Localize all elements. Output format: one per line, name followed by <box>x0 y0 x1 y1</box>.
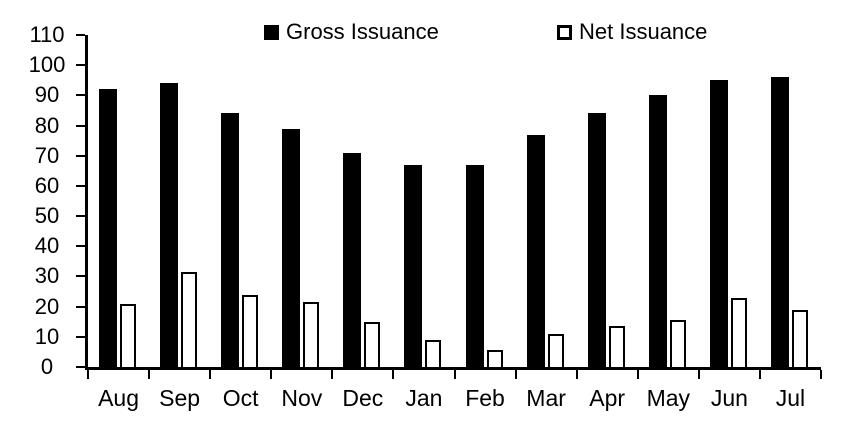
bar-gross-sep <box>160 83 179 367</box>
y-axis-tick <box>76 335 85 338</box>
x-axis-tick <box>87 370 89 379</box>
legend-item-gross-issuance: Gross Issuance <box>264 16 439 48</box>
bar-net-nov <box>303 302 320 367</box>
bar-net-jun <box>730 297 747 367</box>
y-axis-tick <box>76 215 85 218</box>
x-axis-tick <box>697 370 700 379</box>
x-axis-label-mar: Mar <box>526 385 566 411</box>
x-axis-tick <box>453 370 456 379</box>
legend-label-net-issuance: Net Issuance <box>579 19 708 44</box>
x-axis-label-jun: Jun <box>710 385 748 411</box>
y-axis-tick-label: 80 <box>34 112 60 138</box>
x-axis-label-apr: Apr <box>589 385 626 411</box>
legend-item-net-issuance: Net Issuance <box>557 16 707 48</box>
y-axis-tick <box>76 305 85 308</box>
y-axis-tick <box>76 124 85 127</box>
bar-gross-mar <box>526 134 545 367</box>
bar-gross-apr <box>587 113 606 367</box>
x-axis-label-aug: Aug <box>98 385 139 411</box>
x-axis-label-may: May <box>646 385 691 411</box>
bar-gross-may <box>648 95 667 367</box>
x-axis-tick <box>270 370 273 379</box>
bar-gross-jul <box>770 77 789 367</box>
y-axis-tick-label: 110 <box>29 22 65 47</box>
y-axis-tick <box>76 154 85 157</box>
bar-gross-nov <box>282 128 301 367</box>
bar-gross-oct <box>221 113 240 367</box>
legend-label-gross-issuance: Gross Issuance <box>286 19 439 44</box>
legend: Gross Issuance Net Issuance <box>0 16 852 48</box>
y-axis-tick <box>76 94 85 97</box>
bar-net-jul <box>791 309 808 367</box>
bar-net-oct <box>242 294 259 367</box>
x-axis-tick <box>209 370 212 379</box>
x-axis-label-feb: Feb <box>465 385 505 411</box>
x-axis-tick <box>514 370 517 379</box>
x-axis-tick <box>148 370 151 379</box>
x-axis-label-dec: Dec <box>342 385 384 411</box>
y-axis-tick-label: 20 <box>34 293 60 319</box>
x-axis-tick <box>392 370 395 379</box>
bar-net-may <box>669 320 686 367</box>
x-axis-label-oct: Oct <box>222 385 259 411</box>
bar-net-dec <box>364 321 381 367</box>
x-axis-label-jul: Jul <box>775 385 806 411</box>
bar-gross-aug <box>99 89 117 367</box>
bar-net-jan <box>425 339 442 367</box>
y-axis-tick-label: 40 <box>34 233 60 259</box>
x-axis-tick <box>636 370 639 379</box>
x-axis-tick <box>758 370 761 379</box>
y-axis-tick <box>76 366 85 368</box>
y-axis-tick-label: 50 <box>34 203 60 229</box>
y-axis-tick-label: 30 <box>34 263 60 289</box>
y-axis-tick-label: 60 <box>34 172 60 198</box>
y-axis-tick-label: 0 <box>40 354 54 379</box>
net-issuance-legend-swatch-icon <box>557 24 572 40</box>
x-axis-label-nov: Nov <box>281 385 323 411</box>
y-axis-tick <box>76 34 85 36</box>
x-axis-tick <box>820 370 822 379</box>
bar-gross-jan <box>404 164 423 367</box>
y-axis-tick <box>76 245 85 248</box>
x-axis-tick <box>575 370 578 379</box>
y-axis-tick <box>76 184 85 187</box>
plot-area: 0 10 20 30 40 50 60 70 80 90 100 110 Aug Sep Oct Nov Dec… <box>29 23 822 411</box>
gross-issuance-legend-swatch-icon <box>264 24 279 40</box>
x-axis-tick <box>331 370 334 379</box>
bar-net-aug <box>120 303 136 367</box>
y-axis-tick <box>76 64 85 67</box>
bar-net-feb <box>486 350 503 367</box>
y-axis-tick-label: 70 <box>34 142 60 168</box>
bar-gross-dec <box>343 152 362 367</box>
y-axis-tick-label: 100 <box>28 52 66 78</box>
y-axis-tick <box>76 275 85 278</box>
x-axis-label-sep: Sep <box>159 385 201 411</box>
bar-net-sep <box>181 271 198 367</box>
bar-net-apr <box>608 326 625 367</box>
bar-net-mar <box>547 333 564 367</box>
y-axis-tick-label: 10 <box>34 323 60 349</box>
bar-gross-feb <box>465 164 484 367</box>
x-axis-label-jan: Jan <box>405 385 443 411</box>
y-axis-tick-label: 90 <box>34 82 60 108</box>
bar-gross-jun <box>709 80 728 367</box>
